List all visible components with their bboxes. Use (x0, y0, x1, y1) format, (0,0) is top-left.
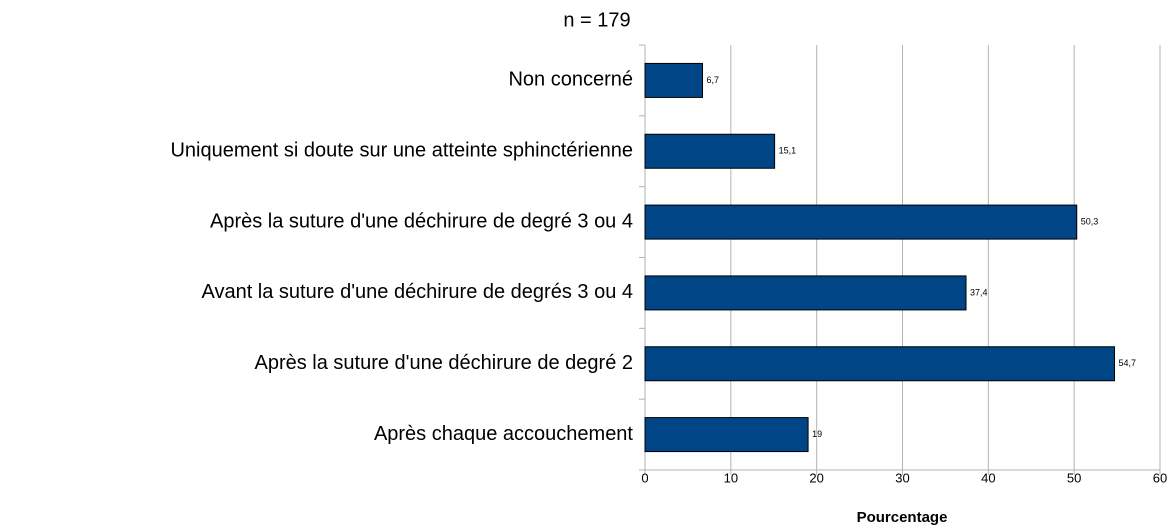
bar (644, 204, 1078, 240)
value-label: 19 (812, 429, 822, 439)
bar (644, 275, 967, 311)
bar (644, 417, 809, 453)
y-tick-label: Uniquement si doute sur une atteinte sph… (170, 140, 633, 162)
x-tick-label: 0 (641, 470, 648, 485)
value-label: 50,3 (1081, 216, 1099, 226)
x-tick-label: 30 (895, 470, 909, 485)
x-tick-label: 50 (1067, 470, 1081, 485)
chart-title: n = 179 (563, 9, 630, 31)
x-tick-label: 40 (981, 470, 995, 485)
x-tick-label: 60 (1153, 470, 1167, 485)
value-label: 6,7 (707, 75, 720, 85)
x-tick-label: 20 (809, 470, 823, 485)
y-tick-label: Non concerné (508, 69, 633, 91)
bar (644, 346, 1116, 382)
value-label: 54,7 (1119, 358, 1137, 368)
y-tick-label: Après la suture d'une déchirure de degré… (254, 352, 633, 374)
y-tick-label: Après la suture d'une déchirure de degré… (210, 210, 633, 232)
value-label: 37,4 (970, 287, 988, 297)
y-tick-label: Après chaque accouchement (374, 423, 633, 445)
x-axis-title: Pourcentage (857, 509, 948, 526)
value-label: 15,1 (779, 146, 797, 156)
x-tick-label: 10 (724, 470, 738, 485)
bar (644, 133, 776, 169)
bar (644, 62, 704, 98)
y-tick-label: Avant la suture d'une déchirure de degré… (201, 281, 633, 303)
